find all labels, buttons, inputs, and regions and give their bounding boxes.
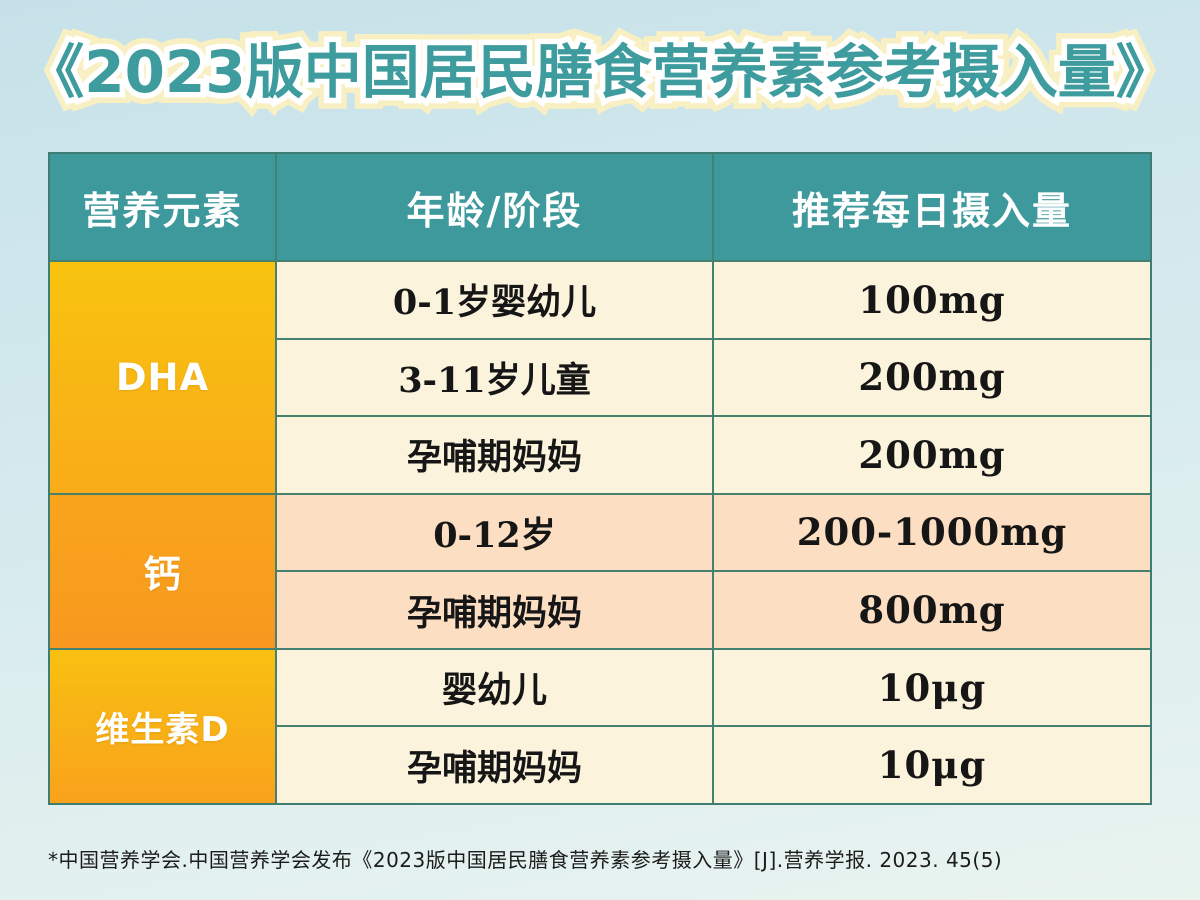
page-title-halo-layer: 《2023版中国居民膳食营养素参考摄入量》	[15, 27, 1184, 117]
intake-cell: 200mg	[714, 417, 1150, 493]
stage-cell: 0-12岁	[277, 494, 712, 571]
stage-cell: 0-1岁婴幼儿	[277, 262, 712, 338]
stage-cell: 孕哺期妈妈	[277, 572, 712, 648]
page-title: 《2023版中国居民膳食营养素参考摄入量》 《2023版中国居民膳食营养素参考摄…	[0, 22, 1200, 122]
stage-cell: 孕哺期妈妈	[277, 727, 712, 803]
intake-cell: 800mg	[714, 572, 1150, 648]
intake-cell: 10μg	[714, 727, 1150, 803]
intake-cell: 200-1000mg	[714, 494, 1150, 571]
stage-cell: 3-11岁儿童	[277, 339, 712, 416]
intake-cell: 100mg	[714, 262, 1150, 338]
page-title-outline-layer: 《2023版中国居民膳食营养素参考摄入量》	[21, 33, 1179, 112]
column-header-age-stage: 年龄/阶段	[277, 154, 712, 260]
intake-cell: 10μg	[714, 649, 1150, 726]
column-header-daily-intake: 推荐每日摄入量	[714, 154, 1150, 260]
citation-footnote: *中国营养学会.中国营养学会发布《2023版中国居民膳食营养素参考摄入量》[J]…	[48, 848, 1003, 872]
intake-cell: 200mg	[714, 339, 1150, 416]
stage-cell: 孕哺期妈妈	[277, 417, 712, 493]
nutrient-intake-table: 营养元素 年龄/阶段 推荐每日摄入量 DHA 钙 维生素D 0-1岁婴幼儿 10…	[48, 152, 1152, 805]
nutrient-cell-vitamin-d: 维生素D	[50, 649, 275, 803]
page-title-text: 《2023版中国居民膳食营养素参考摄入量》	[26, 38, 1174, 106]
column-header-nutrient: 营养元素	[50, 154, 275, 260]
nutrient-cell-calcium: 钙	[50, 494, 275, 648]
nutrient-cell-dha: DHA	[50, 262, 275, 493]
stage-cell: 婴幼儿	[277, 649, 712, 726]
